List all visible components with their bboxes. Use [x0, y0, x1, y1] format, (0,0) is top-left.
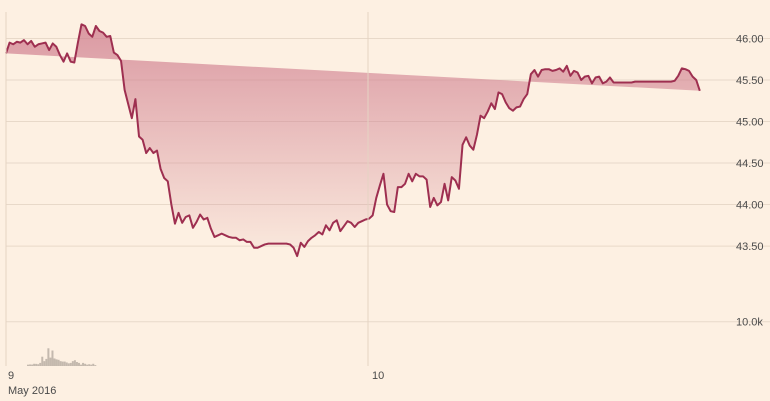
y-tick-label: 45.50: [736, 75, 764, 87]
volume-tick-label: 10.0k: [736, 317, 763, 329]
volume-bar: [69, 362, 72, 366]
price-line: [5, 23, 701, 258]
y-axis-ticks: 46.00 45.50 45.00 44.50 44.00 43.50 10.0k: [736, 33, 764, 328]
y-tick-label: 45.00: [736, 117, 764, 129]
volume-bar: [53, 358, 56, 366]
volume-bar: [94, 365, 97, 366]
y-tick-label: 44.50: [736, 158, 764, 170]
volume-bar: [63, 361, 66, 366]
volume-bar: [45, 358, 48, 366]
volume-bar: [59, 361, 62, 366]
price-area: [6, 24, 700, 257]
volume-bar: [86, 364, 89, 366]
volume-bar: [84, 363, 87, 366]
volume-bar: [49, 357, 52, 366]
volume-bars: [27, 348, 97, 366]
volume-bar: [55, 359, 58, 366]
x-axis: 9 10 May 2016: [5, 12, 384, 397]
volume-bar: [47, 348, 50, 366]
y-tick-label: 44.00: [736, 200, 764, 212]
volume-bar: [35, 363, 38, 366]
y-tick-label: 43.50: [736, 241, 764, 253]
y-tick-label: 46.00: [736, 33, 764, 45]
volume-bar: [71, 361, 74, 366]
volume-bar: [75, 362, 78, 366]
volume-bar: [51, 350, 54, 366]
volume-bar: [29, 364, 32, 366]
volume-bar: [67, 363, 70, 366]
volume-bar: [33, 363, 36, 366]
volume-bar: [73, 360, 76, 366]
volume-bar: [82, 362, 85, 366]
volume-bar: [43, 361, 46, 366]
volume-bar: [57, 359, 60, 366]
volume-bar: [37, 364, 40, 366]
volume-bar: [31, 364, 34, 366]
volume-bar: [27, 364, 29, 366]
volume-bar: [92, 363, 95, 366]
volume-bar: [88, 364, 91, 366]
volume-bar: [61, 361, 64, 366]
volume-bar: [65, 362, 68, 366]
volume-bar: [80, 364, 83, 366]
volume-bar: [77, 362, 80, 366]
volume-bar: [90, 364, 93, 366]
volume-bar: [39, 362, 42, 366]
x-tick-day-9: 9: [8, 370, 14, 382]
x-tick-day-10: 10: [372, 370, 384, 382]
x-month-label: May 2016: [8, 385, 56, 397]
volume-bar: [41, 356, 44, 366]
